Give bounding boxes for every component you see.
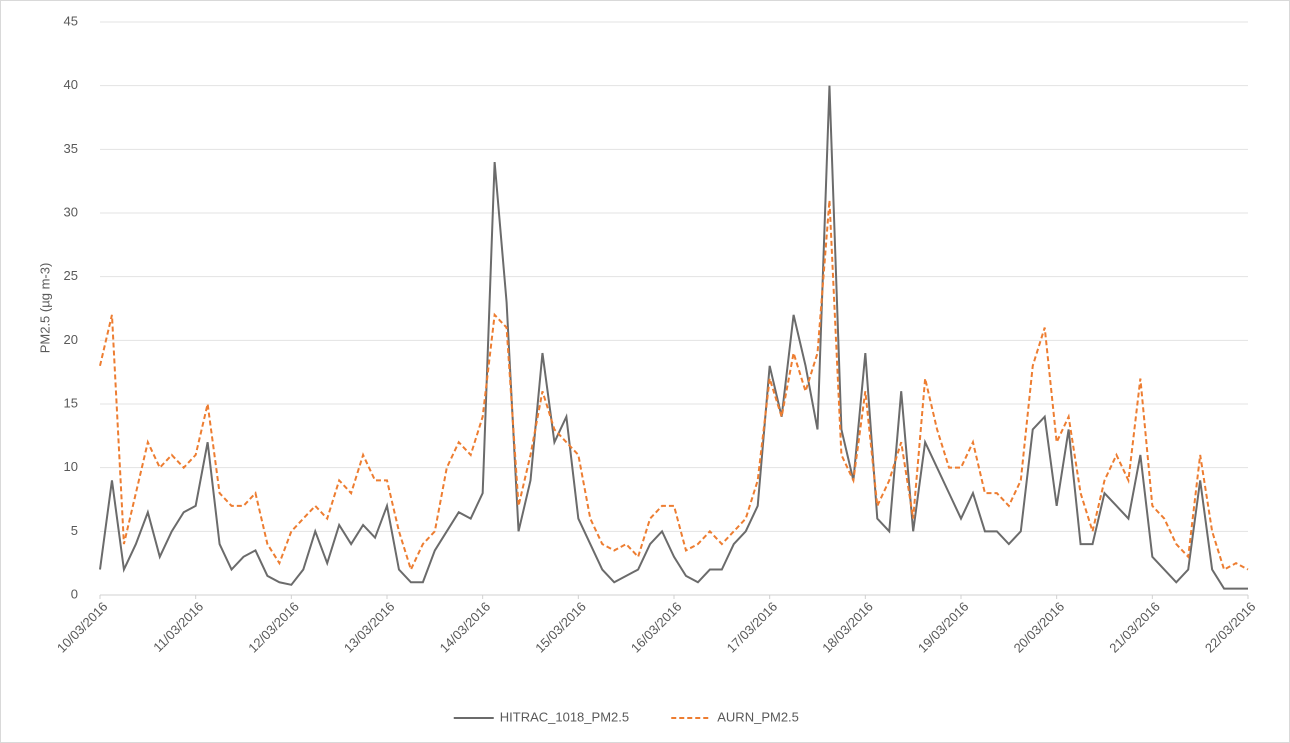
y-tick-label: 5 (71, 523, 78, 538)
y-axis-label: PM2.5 (µg m-3) (37, 263, 52, 354)
y-tick-label: 30 (64, 204, 78, 219)
legend-label: HITRAC_1018_PM2.5 (500, 709, 629, 724)
y-tick-label: 20 (64, 332, 78, 347)
y-tick-label: 35 (64, 141, 78, 156)
y-tick-label: 10 (64, 459, 78, 474)
y-tick-label: 25 (64, 268, 78, 283)
legend-label: AURN_PM2.5 (717, 709, 799, 724)
y-tick-label: 40 (64, 77, 78, 92)
y-tick-label: 15 (64, 395, 78, 410)
y-tick-label: 0 (71, 586, 78, 601)
y-tick-label: 45 (64, 13, 78, 28)
data-line (99, 85, 1248, 590)
